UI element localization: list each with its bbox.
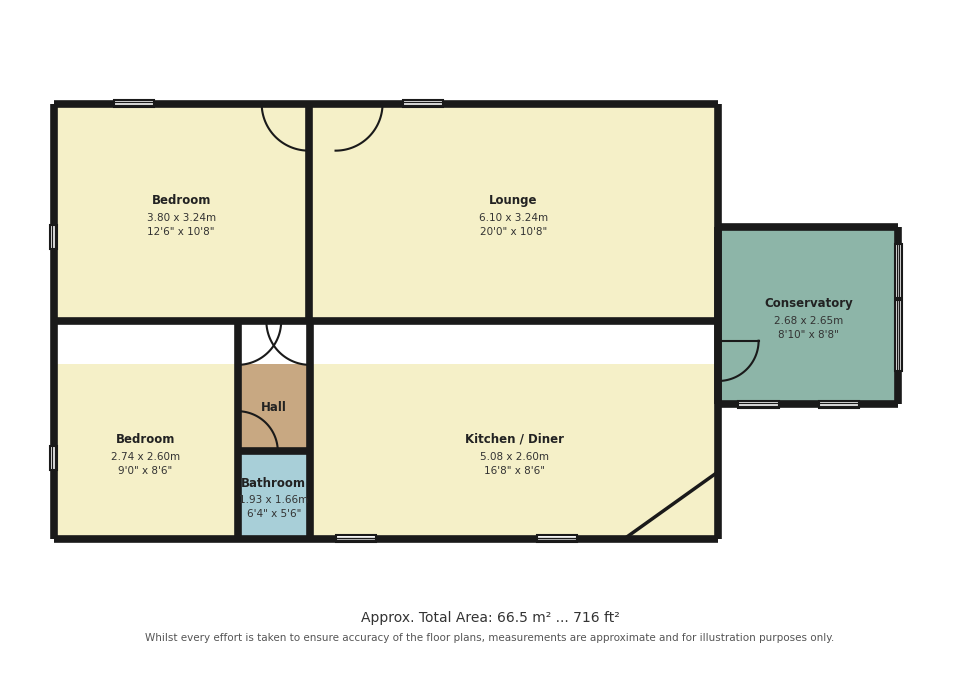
- Bar: [114, 101, 154, 107]
- Bar: [739, 401, 779, 408]
- Bar: [309, 104, 718, 321]
- Text: Bathroom: Bathroom: [241, 477, 307, 489]
- Bar: [54, 104, 309, 321]
- Text: Lounge: Lounge: [489, 194, 538, 207]
- Bar: [819, 401, 859, 408]
- Text: Kitchen / Diner: Kitchen / Diner: [465, 433, 564, 446]
- Bar: [50, 446, 57, 470]
- Bar: [537, 535, 577, 542]
- Text: Approx. Total Area: 66.5 m² ... 716 ft²: Approx. Total Area: 66.5 m² ... 716 ft²: [361, 611, 619, 624]
- Bar: [718, 227, 899, 404]
- Text: 2.74 x 2.60m
9'0" x 8'6": 2.74 x 2.60m 9'0" x 8'6": [111, 452, 180, 476]
- Text: Conservatory: Conservatory: [764, 297, 853, 310]
- Bar: [50, 225, 57, 248]
- Bar: [335, 535, 376, 542]
- Text: Bedroom: Bedroom: [152, 194, 211, 207]
- Bar: [895, 244, 902, 298]
- Text: 1.93 x 1.66m
6'4" x 5'6": 1.93 x 1.66m 6'4" x 5'6": [239, 495, 309, 519]
- Bar: [54, 364, 237, 539]
- Bar: [403, 101, 443, 107]
- Text: Hall: Hall: [261, 402, 287, 414]
- Bar: [895, 300, 902, 371]
- Text: Bedroom: Bedroom: [116, 433, 175, 446]
- Text: 6.10 x 3.24m
20'0" x 10'8": 6.10 x 3.24m 20'0" x 10'8": [479, 213, 548, 236]
- Bar: [237, 364, 310, 452]
- Text: 5.08 x 2.60m
16'8" x 8'6": 5.08 x 2.60m 16'8" x 8'6": [479, 452, 549, 476]
- Bar: [310, 364, 718, 539]
- Bar: [237, 452, 310, 539]
- Text: Whilst every effort is taken to ensure accuracy of the floor plans, measurements: Whilst every effort is taken to ensure a…: [145, 633, 835, 643]
- Text: 3.80 x 3.24m
12'6" x 10'8": 3.80 x 3.24m 12'6" x 10'8": [147, 213, 216, 236]
- Text: 2.68 x 2.65m
8'10" x 8'8": 2.68 x 2.65m 8'10" x 8'8": [773, 316, 843, 340]
